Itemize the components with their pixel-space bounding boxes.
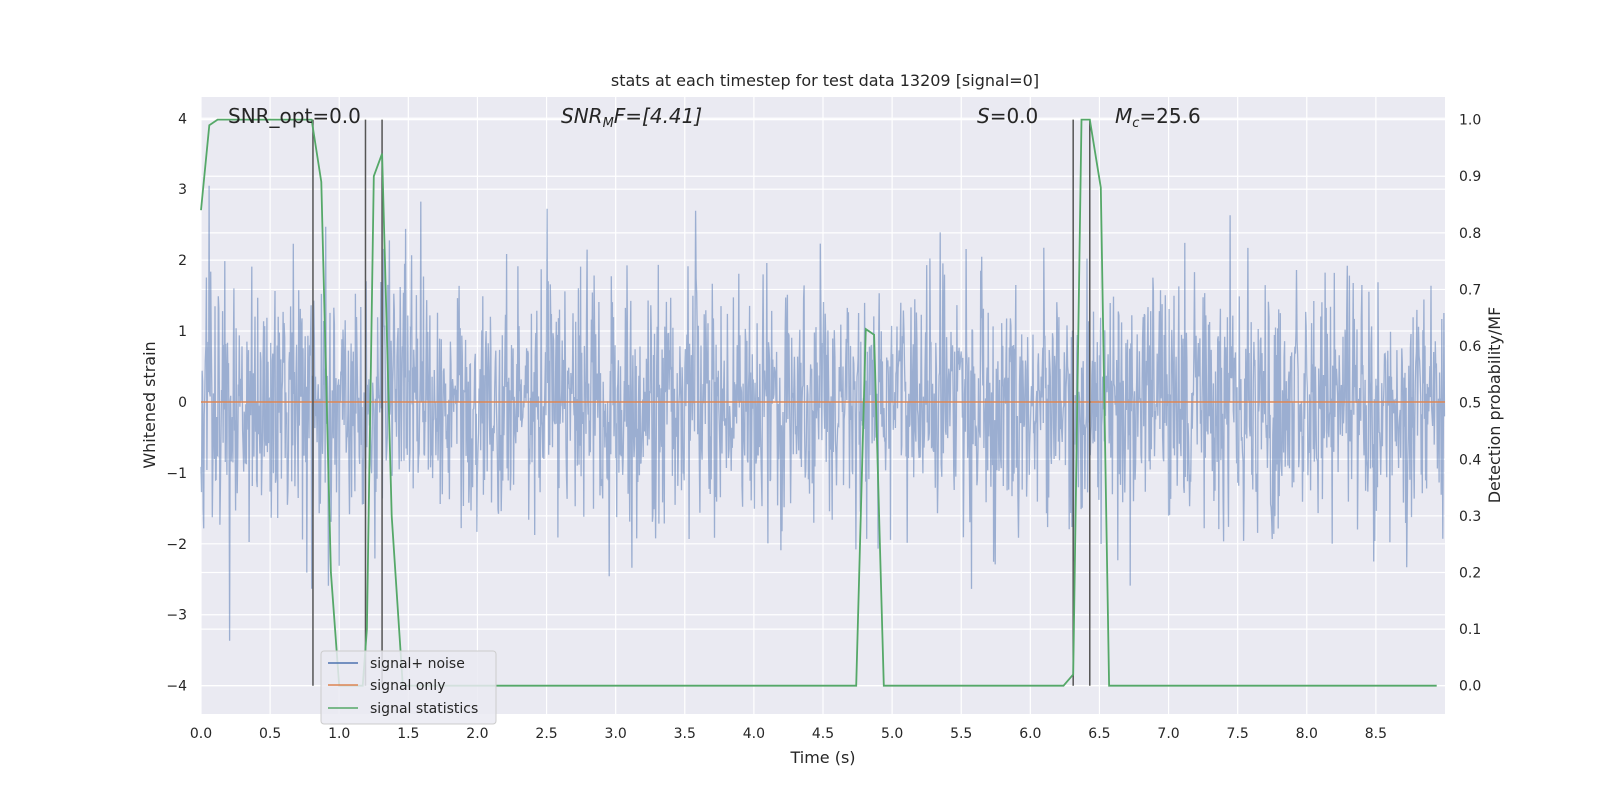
legend-label-signal-plus-noise: signal+ noise <box>370 656 465 672</box>
x-tick-label: 6.5 <box>1088 726 1110 742</box>
x-tick-label: 7.5 <box>1227 726 1249 742</box>
annotation-mc-base: M <box>1115 104 1132 128</box>
y-left-tick-label: −1 <box>166 466 187 482</box>
y-right-tick-label: 0.6 <box>1459 339 1481 355</box>
y-right-tick-label: 0.7 <box>1459 282 1481 298</box>
x-tick-label: 2.5 <box>535 726 557 742</box>
y-right-tick-label: 0.0 <box>1459 679 1481 695</box>
y-axis-left-label: Whitened strain <box>140 341 159 468</box>
x-tick-label: 5.5 <box>950 726 972 742</box>
x-axis-ticks: 0.0 0.5 1.0 1.5 2.0 2.5 3.0 3.5 4.0 4.5 5.0 5.5 6.0 6… <box>190 726 1387 742</box>
y-right-tick-label: 0.5 <box>1459 396 1481 412</box>
legend-label-signal-statistics: signal statistics <box>370 701 478 717</box>
x-tick-label: 6.0 <box>1019 726 1041 742</box>
y-axis-left-ticks: 4 3 2 1 0 −1 −2 −3 −4 <box>166 111 187 694</box>
legend-label-signal-only: signal only <box>370 678 445 694</box>
y-left-tick-label: 1 <box>178 324 187 340</box>
y-left-tick-label: −3 <box>166 608 187 624</box>
annotation-s-stat: S=0.0 <box>977 104 1038 128</box>
y-axis-right-ticks: 1.0 0.9 0.8 0.7 0.6 0.5 0.4 0.3 0.2 0.1 0.0 <box>1459 113 1481 695</box>
y-right-tick-label: 0.4 <box>1459 452 1481 468</box>
annotation-snr-mf: SNRMF=[4.41] <box>561 104 702 131</box>
annotation-snr-opt: SNR_opt=0.0 <box>228 104 361 128</box>
chart-title: stats at each timestep for test data 132… <box>611 71 1039 90</box>
y-left-tick-label: 4 <box>178 111 187 127</box>
legend: signal+ noise signal only signal statist… <box>320 650 497 725</box>
signal-statistics-line <box>200 118 1437 687</box>
x-tick-label: 5.0 <box>881 726 903 742</box>
y-left-tick-label: 0 <box>178 395 187 411</box>
x-tick-label: 4.0 <box>743 726 765 742</box>
y-left-tick-label: 3 <box>178 182 187 198</box>
y-left-tick-label: 2 <box>178 253 187 269</box>
x-tick-label: 4.5 <box>812 726 834 742</box>
x-tick-label: 8.0 <box>1296 726 1318 742</box>
annotation-s-stat-rest: =0.0 <box>990 104 1039 128</box>
vertical-markers <box>312 119 1091 686</box>
annotation-chirp-mass: Mc=25.6 <box>1115 104 1201 131</box>
x-tick-label: 1.0 <box>328 726 350 742</box>
x-tick-label: 0.0 <box>190 726 212 742</box>
annotation-mc-sub: c <box>1132 116 1139 131</box>
x-axis-label: Time (s) <box>789 748 855 767</box>
series-signal-statistics <box>200 118 1437 687</box>
y-right-tick-label: 0.2 <box>1459 565 1481 581</box>
x-tick-label: 1.5 <box>397 726 419 742</box>
annotation-snr-mf-sub: M <box>603 116 614 131</box>
x-tick-label: 2.0 <box>466 726 488 742</box>
y-axis-right-label: Detection probability/MF <box>1485 307 1504 504</box>
y-right-tick-label: 0.3 <box>1459 509 1481 525</box>
x-tick-label: 3.5 <box>674 726 696 742</box>
y-right-tick-label: 1.0 <box>1459 113 1481 129</box>
y-left-tick-label: −4 <box>166 679 187 695</box>
annotation-mc-rest: =25.6 <box>1139 104 1200 128</box>
x-tick-label: 3.0 <box>605 726 627 742</box>
x-tick-label: 8.5 <box>1365 726 1387 742</box>
annotation-s-stat-base: S <box>977 104 990 128</box>
legend-box <box>320 650 497 725</box>
y-right-tick-label: 0.9 <box>1459 169 1481 185</box>
noise-trace <box>200 185 1446 641</box>
annotation-snr-mf-rest: F=[4.41] <box>614 104 702 128</box>
y-left-tick-label: −2 <box>166 537 187 553</box>
x-tick-label: 0.5 <box>259 726 281 742</box>
y-right-tick-label: 0.1 <box>1459 622 1481 638</box>
x-tick-label: 7.0 <box>1157 726 1179 742</box>
series-signal-plus-noise <box>200 185 1446 641</box>
annotation-snr-mf-base: SNR <box>561 104 603 128</box>
y-right-tick-label: 0.8 <box>1459 226 1481 242</box>
